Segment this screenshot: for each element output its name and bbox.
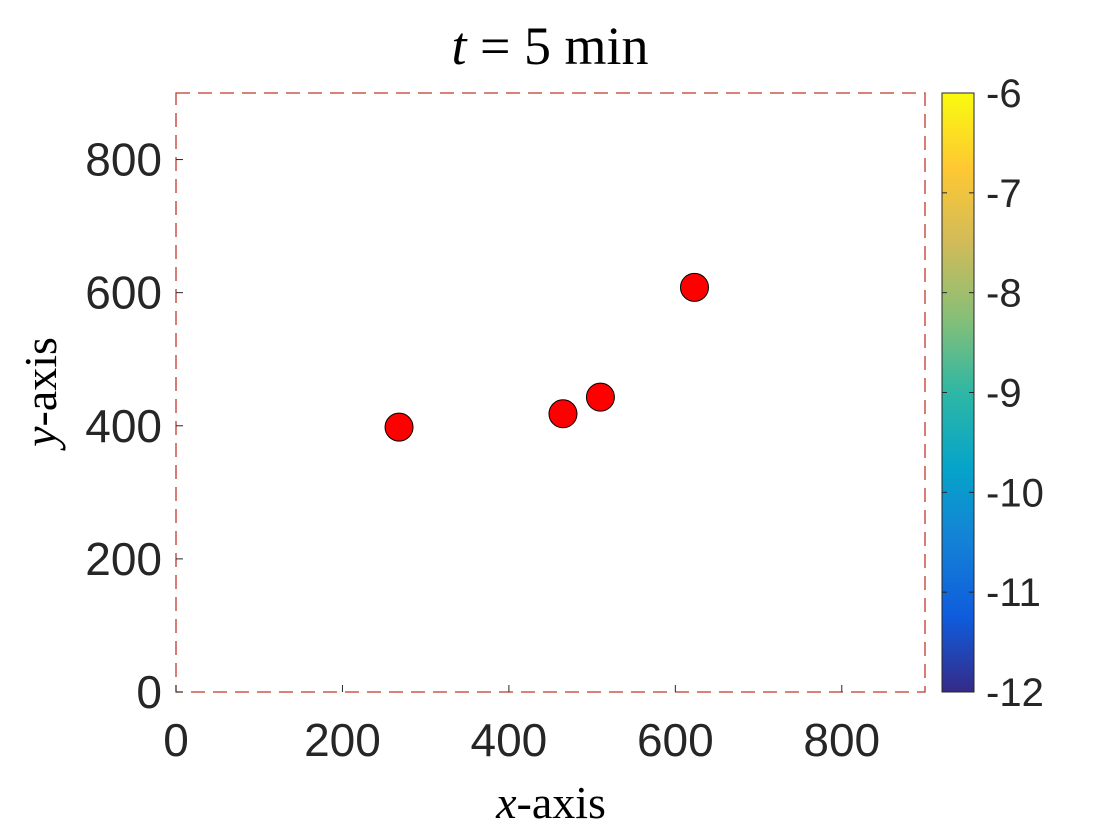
title-equation: = 5 min (467, 16, 649, 76)
chart-title: t = 5 min (452, 16, 649, 76)
data-points (384, 272, 709, 442)
data-point (548, 399, 578, 429)
x-tick-label: 200 (304, 714, 381, 766)
x-axis-label-variable: x (495, 777, 517, 828)
data-point (679, 272, 709, 302)
y-tick-label: 400 (85, 400, 162, 452)
colorbar-tick-label: -10 (986, 471, 1044, 515)
x-tick-label: 0 (163, 714, 189, 766)
x-tick-label: 600 (637, 714, 714, 766)
y-axis-label-text: -axis (15, 337, 66, 426)
x-axis-label-text: -axis (517, 777, 606, 828)
data-point (384, 412, 414, 442)
plot-area (175, 92, 926, 693)
y-tick-label: 0 (136, 666, 162, 718)
y-axis-ticks: 0 200 400 600 800 (85, 134, 183, 718)
y-tick-label: 600 (85, 267, 162, 319)
title-variable: t (452, 16, 469, 76)
y-tick-label: 200 (85, 533, 162, 585)
colorbar-tick-label: -9 (986, 372, 1022, 416)
y-tick-label: 800 (85, 134, 162, 186)
x-axis-label: x-axis (495, 777, 606, 828)
x-tick-label: 400 (471, 714, 548, 766)
colorbar-tick-label: -8 (986, 272, 1022, 316)
colorbar-bar (941, 92, 975, 693)
colorbar-tick-label: -11 (986, 571, 1041, 615)
colorbar-tick-label: -12 (986, 671, 1044, 715)
colorbar-tick-label: -7 (986, 172, 1022, 216)
y-axis-label: y-axis (15, 337, 66, 451)
plot-boundary (175, 92, 926, 693)
x-axis-ticks: 0 200 400 600 800 (163, 685, 880, 766)
x-tick-label: 800 (803, 714, 880, 766)
colorbar-tick-label: -6 (986, 72, 1022, 116)
colorbar: -6 -7 -8 -9 -10 -11 -12 (941, 72, 1044, 715)
colorbar-ticks: -6 -7 -8 -9 -10 -11 -12 (942, 72, 1044, 715)
data-point (585, 382, 615, 412)
y-axis-label-variable: y (15, 426, 66, 451)
